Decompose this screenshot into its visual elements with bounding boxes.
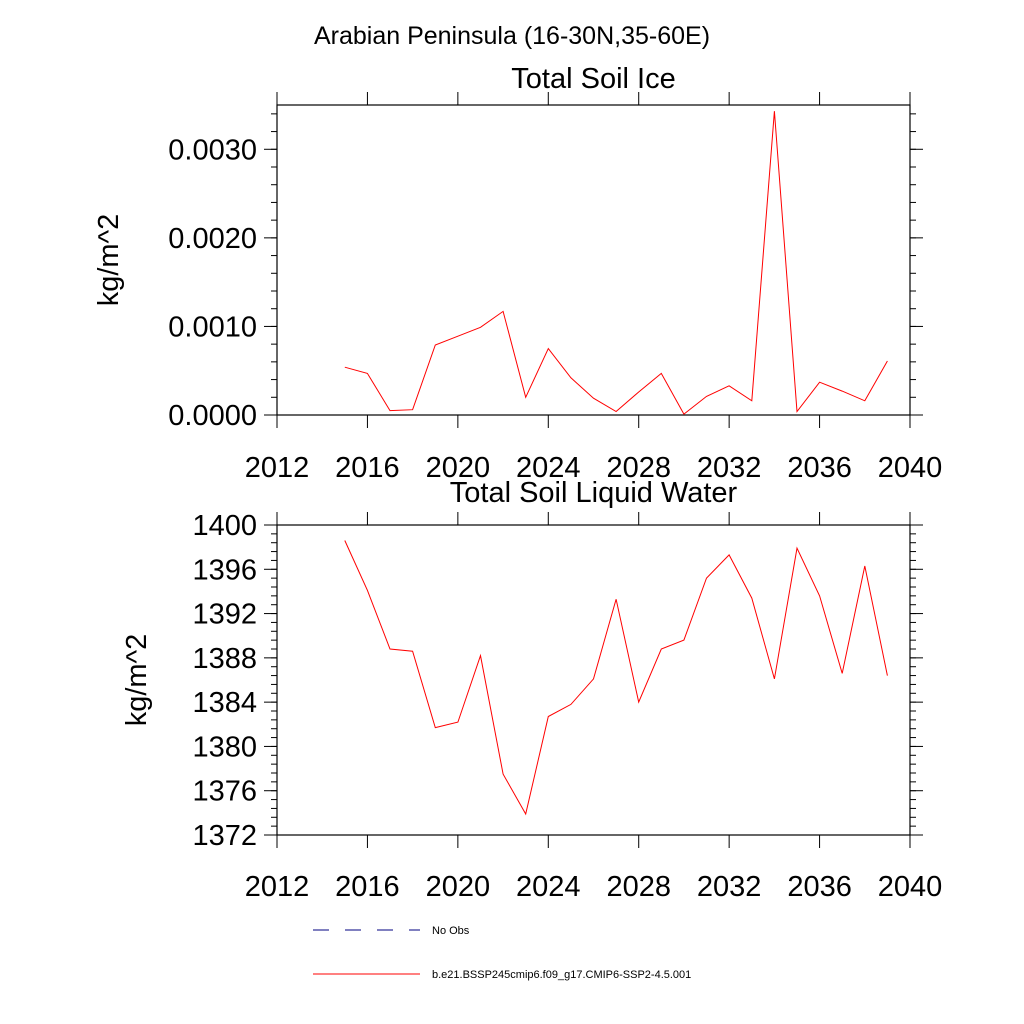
legend-label-model: b.e21.BSSP245cmip6.f09_g17.CMIP6-SSP2-4.… bbox=[432, 969, 691, 981]
panel-total-soil-liquid-water: Total Soil Liquid Water kg/m^2 2012 2016 202… bbox=[121, 477, 942, 903]
x-tick-label: 2036 bbox=[787, 871, 852, 903]
legend: No Obs b.e21.BSSP245cmip6.f09_g17.CMIP6-… bbox=[313, 925, 691, 981]
y-tick-label: 1388 bbox=[192, 643, 257, 675]
x-tick-label: 2024 bbox=[516, 871, 581, 903]
chart-title: Total Soil Liquid Water bbox=[450, 477, 738, 509]
x-tick-label: 2028 bbox=[606, 452, 671, 484]
legend-label-no-obs: No Obs bbox=[432, 925, 470, 937]
series-line bbox=[344, 111, 888, 415]
y-tick-label: 0.0020 bbox=[168, 223, 257, 255]
series-line bbox=[344, 540, 888, 816]
x-tick-label: 2024 bbox=[516, 452, 581, 484]
x-tick-label: 2020 bbox=[426, 452, 491, 484]
chart-title: Total Soil Ice bbox=[511, 63, 675, 95]
y-axis-label: kg/m^2 bbox=[121, 634, 153, 727]
y-tick-label: 1400 bbox=[192, 510, 257, 542]
x-tick-label: 2012 bbox=[245, 871, 310, 903]
plot-frame bbox=[276, 524, 911, 836]
y-tick-label: 1392 bbox=[192, 599, 257, 631]
x-tick-label: 2016 bbox=[335, 452, 400, 484]
legend-entry-model: b.e21.BSSP245cmip6.f09_g17.CMIP6-SSP2-4.… bbox=[313, 969, 691, 981]
y-tick-label: 0.0000 bbox=[168, 400, 257, 432]
plot-frame bbox=[276, 104, 911, 416]
y-tick-label: 1376 bbox=[192, 776, 257, 808]
y-tick-label: 1380 bbox=[192, 731, 257, 763]
y-tick-label: 1384 bbox=[192, 687, 257, 719]
figure-suptitle: Arabian Peninsula (16-30N,35-60E) bbox=[314, 22, 710, 50]
y-axis-label: kg/m^2 bbox=[93, 214, 125, 307]
panel-total-soil-ice: Total Soil Ice kg/m^2 2012 2016 2020 2024 2028… bbox=[93, 63, 942, 484]
y-tick-label: 1372 bbox=[192, 820, 257, 852]
x-tick-label: 2020 bbox=[426, 871, 491, 903]
x-tick-label: 2032 bbox=[697, 452, 762, 484]
y-tick-label: 0.0030 bbox=[168, 134, 257, 166]
legend-entry-no-obs: No Obs bbox=[313, 925, 470, 937]
x-tick-label: 2012 bbox=[245, 452, 310, 484]
x-tick-label: 2040 bbox=[878, 452, 943, 484]
x-tick-label: 2032 bbox=[697, 871, 762, 903]
x-tick-label: 2040 bbox=[878, 871, 943, 903]
x-tick-label: 2016 bbox=[335, 871, 400, 903]
x-tick-label: 2036 bbox=[787, 452, 852, 484]
y-tick-label: 1396 bbox=[192, 554, 257, 586]
x-tick-label: 2028 bbox=[606, 871, 671, 903]
y-tick-label: 0.0010 bbox=[168, 311, 257, 343]
